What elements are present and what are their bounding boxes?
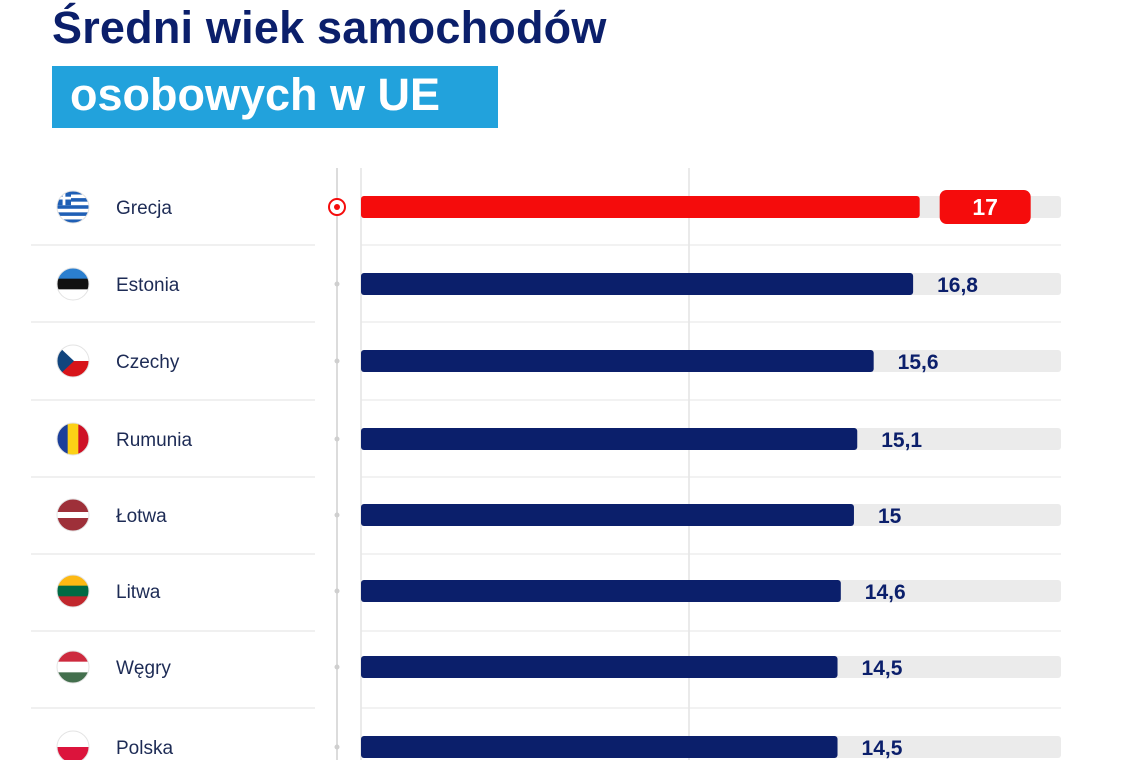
country-label: Łotwa xyxy=(116,506,167,527)
axis-marker-dot xyxy=(334,204,340,210)
value-label: 15,1 xyxy=(881,429,922,452)
axis-marker xyxy=(334,436,340,442)
bar xyxy=(361,196,920,218)
axis-marker xyxy=(334,588,340,594)
value-label: 15,6 xyxy=(898,351,939,374)
flag-poland-icon xyxy=(56,730,90,760)
axis-marker xyxy=(334,744,340,750)
flag-hungary-icon xyxy=(56,650,90,684)
flag-greece-icon xyxy=(56,190,90,224)
bar xyxy=(361,736,838,758)
flag-lithuania-icon xyxy=(56,574,90,608)
axis-marker xyxy=(334,512,340,518)
country-label: Litwa xyxy=(116,582,161,603)
value-label: 15 xyxy=(878,505,902,528)
axis-marker xyxy=(334,358,340,364)
value-label: 17 xyxy=(972,194,998,220)
country-label: Polska xyxy=(116,738,173,759)
axis-marker xyxy=(334,281,340,287)
value-label-box xyxy=(939,190,1031,224)
country-label: Czechy xyxy=(116,352,180,373)
flag-czechia-icon xyxy=(56,344,90,378)
country-label: Węgry xyxy=(116,658,171,679)
country-label: Rumunia xyxy=(116,430,192,451)
chart-title-line-1: Średni wiek samochodów xyxy=(52,2,607,53)
flag-romania-icon xyxy=(56,422,90,456)
flag-latvia-icon xyxy=(56,498,90,532)
flag-estonia-icon xyxy=(56,267,90,301)
bar xyxy=(361,273,914,295)
chart-title-highlight-box xyxy=(52,66,498,128)
axis-marker xyxy=(334,664,340,670)
country-label: Estonia xyxy=(116,275,180,296)
bar xyxy=(361,580,841,602)
value-label: 16,8 xyxy=(937,274,978,297)
bar xyxy=(361,504,854,526)
country-label: Grecja xyxy=(116,198,172,219)
chart-title-line-2: osobowych w UE xyxy=(70,69,441,120)
value-label: 14,5 xyxy=(862,737,903,760)
value-label: 14,5 xyxy=(862,657,903,680)
bar xyxy=(361,656,838,678)
bar xyxy=(361,350,874,372)
value-label: 14,6 xyxy=(865,581,906,604)
bar xyxy=(361,428,858,450)
